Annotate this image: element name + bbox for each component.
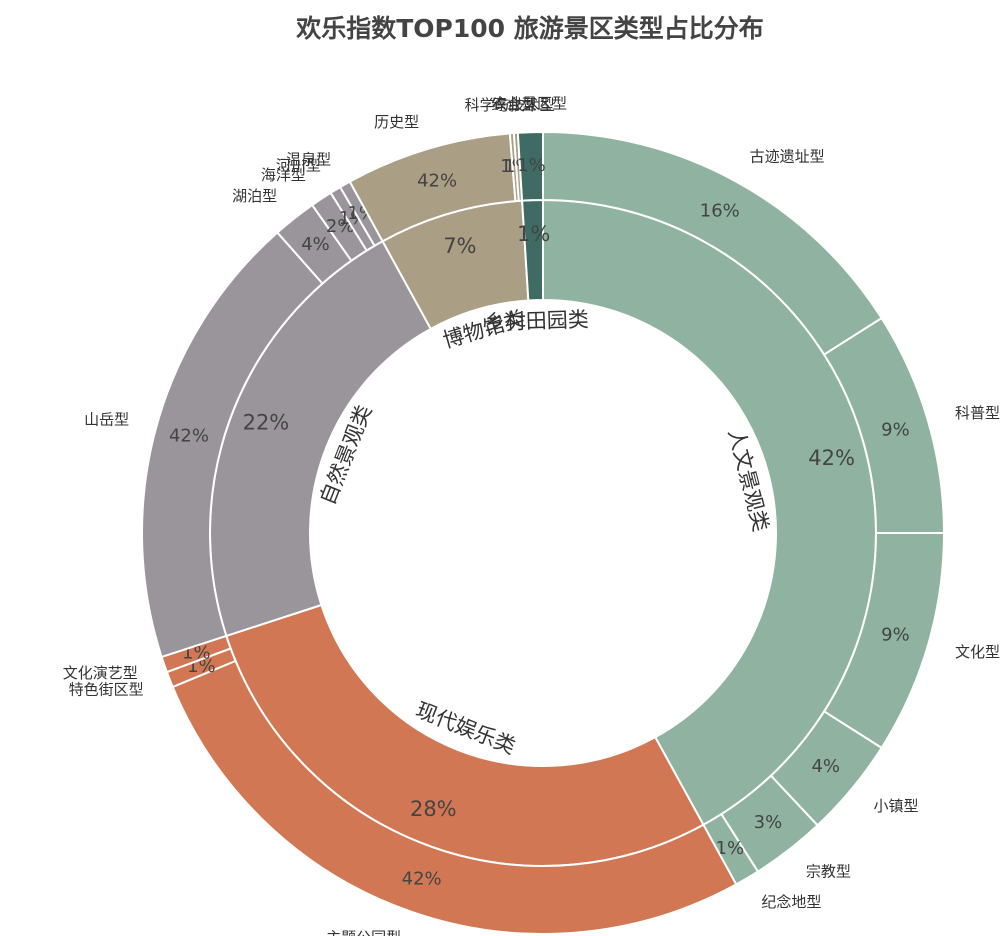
inner-percent: 42% bbox=[808, 446, 855, 470]
outer-name: 特色街区型 bbox=[69, 680, 144, 698]
chart-title: 欢乐指数TOP100 旅游景区类型占比分布 bbox=[295, 14, 764, 43]
outer-name: 古迹遗址型 bbox=[750, 148, 825, 166]
outer-name: 海洋型 bbox=[261, 166, 306, 184]
outer-percent: 2% bbox=[326, 216, 355, 237]
outer-percent: 4% bbox=[301, 234, 330, 255]
outer-percent: 3% bbox=[754, 812, 783, 833]
outer-name: 纪念地型 bbox=[761, 893, 821, 911]
outer-name: 河川型 bbox=[276, 156, 321, 174]
outer-percent: 42% bbox=[402, 868, 442, 889]
outer-name: 湖泊型 bbox=[232, 187, 277, 205]
outer-segment bbox=[516, 130, 544, 202]
outer-percent: 1% bbox=[517, 155, 546, 176]
outer-name: 温泉型 bbox=[286, 150, 331, 168]
outer-name: 文化型 bbox=[955, 643, 1000, 661]
outer-percent: 9% bbox=[881, 624, 910, 645]
outer-percent: 16% bbox=[700, 200, 740, 221]
outer-name: 农业景区型 bbox=[492, 95, 567, 113]
outer-name: 山岳型 bbox=[84, 411, 129, 429]
outer-name: 综合型 bbox=[491, 95, 536, 113]
outer-name: 主题公园型 bbox=[326, 928, 401, 936]
inner-percent: 1% bbox=[517, 222, 550, 246]
outer-name: 历史型 bbox=[374, 113, 419, 131]
outer-name: 小镇型 bbox=[874, 797, 919, 815]
outer-percent: 42% bbox=[417, 171, 457, 192]
outer-name: 宗教型 bbox=[806, 862, 851, 880]
outer-percent: 9% bbox=[881, 420, 910, 441]
inner-percent: 7% bbox=[443, 234, 476, 258]
outer-percent: 4% bbox=[811, 756, 840, 777]
inner-name: 乡村田园类 bbox=[483, 307, 589, 334]
outer-percent: 1% bbox=[716, 838, 745, 859]
outer-name: 科普型 bbox=[955, 404, 1000, 422]
inner-percent: 28% bbox=[410, 797, 457, 821]
inner-percent: 22% bbox=[243, 410, 290, 434]
outer-name: 科学与技术型 bbox=[465, 96, 555, 114]
outer-percent: 42% bbox=[169, 425, 209, 446]
outer-name: 文化演艺型 bbox=[63, 664, 138, 682]
